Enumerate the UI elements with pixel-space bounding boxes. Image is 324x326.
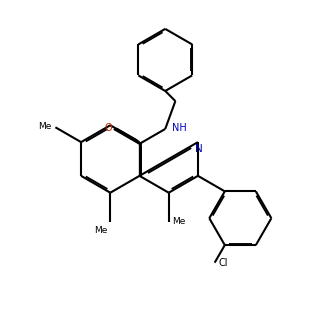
Text: Me: Me [173, 217, 186, 226]
Text: N: N [195, 144, 203, 154]
Text: Me: Me [38, 122, 52, 131]
Text: NH: NH [172, 123, 187, 133]
Text: Cl: Cl [219, 258, 228, 268]
Text: O: O [105, 123, 112, 133]
Text: Me: Me [94, 226, 108, 235]
